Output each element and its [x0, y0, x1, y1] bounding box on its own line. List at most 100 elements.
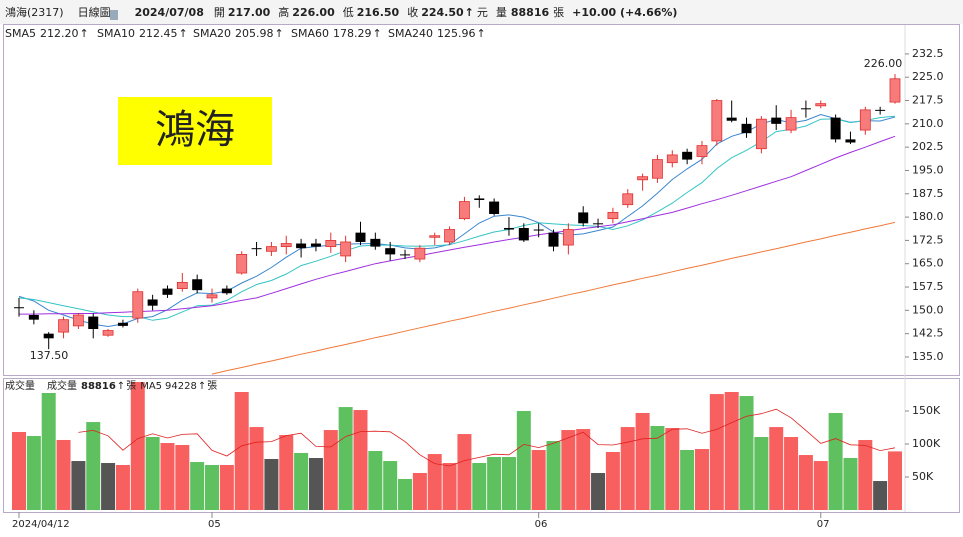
info-text: 216.50	[357, 6, 400, 19]
info-text: 224.50	[421, 6, 464, 19]
candle-body	[666, 154, 678, 164]
candle-body	[206, 294, 218, 299]
volume-bar	[101, 463, 116, 510]
ma-line	[211, 221, 896, 375]
candle-body	[755, 118, 767, 150]
x-tick-label: 07	[817, 519, 830, 530]
volume-bar	[279, 435, 294, 510]
candle-body	[310, 243, 321, 247]
x-tick-label: 05	[208, 519, 221, 530]
y-tick-label: 225.0	[912, 70, 944, 83]
candle-body	[429, 235, 441, 238]
v-tick-label: 150K	[912, 404, 941, 417]
volume-bar	[71, 461, 86, 510]
volume-bar	[605, 451, 620, 510]
candle-body	[800, 108, 811, 110]
volume-bar	[635, 412, 650, 510]
volume-header: ↑	[198, 381, 206, 392]
volume-bar	[398, 478, 413, 510]
volume-bar	[680, 450, 695, 510]
candle-body	[607, 212, 619, 220]
volume-bar	[546, 441, 561, 510]
volume-bar	[12, 432, 26, 510]
candle-body	[533, 229, 544, 231]
candle-body	[518, 227, 529, 241]
info-text: 高	[278, 5, 289, 19]
candle-body	[637, 176, 648, 181]
volume-header: 成交量	[5, 379, 35, 392]
candle-body	[340, 241, 352, 257]
candle-body	[815, 103, 827, 107]
volume-bar	[308, 458, 323, 510]
candle-body	[785, 117, 797, 131]
candle-body	[503, 227, 514, 230]
candle-body	[711, 100, 723, 142]
candle-body	[296, 243, 307, 249]
ma-line	[19, 135, 896, 315]
volume-bar	[145, 437, 160, 510]
y-tick-label: 210.0	[912, 117, 944, 130]
volume-bar	[843, 458, 858, 510]
volume-bar	[234, 392, 249, 510]
v-tick-label: 50K	[912, 470, 934, 483]
candle-body	[682, 151, 693, 160]
legend-arrow: ↑	[275, 27, 284, 40]
volume-bar	[160, 443, 175, 510]
volume-pane	[3, 378, 960, 513]
volume-bar	[516, 411, 531, 510]
info-text: 量	[496, 6, 507, 19]
candle-body	[459, 201, 470, 220]
y-tick-label: 150.0	[912, 303, 944, 316]
y-tick-label: 195.0	[912, 163, 944, 176]
volume-bar	[501, 457, 516, 510]
candle-body	[88, 316, 99, 329]
v-tick-label: 100K	[912, 437, 941, 450]
info-bar	[0, 0, 963, 24]
volume-bar	[784, 437, 799, 510]
volume-bar	[472, 463, 487, 510]
icon	[110, 10, 118, 20]
volume-bar	[888, 451, 902, 510]
info-text: 2024/07/08	[135, 6, 204, 19]
volume-bar	[368, 451, 383, 510]
y-tick-label: 135.0	[912, 350, 944, 363]
legend-arrow: ↑	[477, 27, 486, 40]
volume-bar	[769, 427, 784, 510]
candle-body	[593, 223, 604, 225]
info-text: 張	[553, 6, 564, 19]
volume-bar	[813, 461, 828, 510]
price-plot	[14, 74, 901, 375]
candle-body	[132, 291, 144, 319]
volume-header: 88816	[81, 381, 116, 392]
legend-name: SMA20	[193, 27, 231, 40]
volume-bar	[219, 464, 234, 510]
candle-body	[355, 232, 366, 242]
legend-name: SMA240	[388, 27, 433, 40]
candle-body	[652, 159, 663, 179]
legend-value: 212.45	[139, 27, 178, 40]
candle-body	[58, 319, 69, 333]
legend-arrow: ↑	[80, 27, 89, 40]
candle-body	[578, 212, 589, 224]
candle-body	[622, 193, 634, 206]
price-pane	[3, 24, 960, 376]
candle-body	[280, 243, 292, 248]
candle-body	[236, 253, 248, 274]
legend-arrow: ↑	[373, 27, 382, 40]
legend-name: SMA5	[5, 27, 36, 40]
volume-bar	[41, 393, 56, 510]
y-tick-label: 180.0	[912, 210, 944, 223]
candle-body	[726, 117, 737, 121]
candle-body	[43, 333, 54, 339]
info-text: +10.00 (+4.66%)	[572, 6, 677, 19]
info-text: 鴻海(2317)	[5, 5, 64, 19]
candle-body	[696, 145, 708, 157]
candle-body	[28, 315, 39, 320]
candle-body	[741, 123, 752, 134]
volume-bar	[249, 427, 264, 510]
candle-body	[147, 299, 158, 306]
candle-body	[117, 322, 128, 326]
info-text: 收	[407, 5, 418, 19]
candle-body	[370, 238, 381, 247]
